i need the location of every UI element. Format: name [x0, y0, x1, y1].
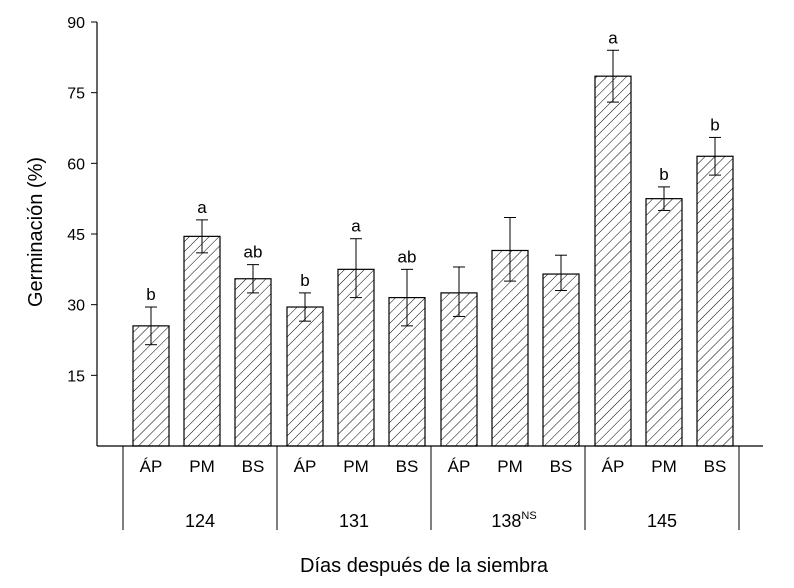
x-group-label: 124: [185, 511, 215, 531]
x-group-label: 138NS: [491, 510, 536, 531]
y-axis: 15 30 45 60 75 90: [67, 15, 98, 446]
significance-letter: a: [351, 217, 361, 236]
y-axis-title: Germinación (%): [25, 157, 47, 307]
y-tick-label: 75: [67, 86, 85, 103]
y-tick-label: 60: [67, 156, 85, 173]
significance-letter: b: [300, 271, 309, 290]
x-group-label: 131: [339, 511, 369, 531]
x-category-label: BS: [704, 457, 727, 476]
x-category-label: BS: [396, 457, 419, 476]
significance-letter: b: [146, 285, 155, 304]
y-tick-label: 30: [67, 298, 85, 315]
x-group-label: 145: [647, 511, 677, 531]
y-tick-label: 15: [67, 368, 85, 385]
x-group-label-text: 131: [339, 511, 369, 531]
x-category-label: PM: [497, 457, 523, 476]
x-group-label-text: 138: [491, 511, 521, 531]
bar: [696, 155, 734, 447]
y-tick-label: 45: [67, 227, 85, 244]
bar: [337, 268, 375, 447]
x-group-label-superscript: NS: [521, 510, 536, 522]
x-category-label: PM: [343, 457, 369, 476]
x-category-label: ÁP: [602, 457, 625, 476]
bar: [183, 235, 221, 447]
bar: [440, 292, 478, 447]
x-group-label-text: 124: [185, 511, 215, 531]
bar: [491, 249, 529, 447]
x-axis-title: Días después de la siembra: [300, 555, 549, 577]
bar: [594, 75, 632, 447]
bar: [645, 198, 683, 447]
significance-letter: b: [659, 165, 668, 184]
significance-letter: a: [197, 198, 207, 217]
bar: [286, 306, 324, 447]
x-category-label: BS: [550, 457, 573, 476]
significance-letter: ab: [244, 243, 263, 262]
x-category-label: ÁP: [448, 457, 471, 476]
significance-letter: ab: [398, 247, 417, 266]
x-category-label: PM: [189, 457, 215, 476]
significance-letter: b: [710, 115, 719, 134]
x-axis: ÁP PM BS 124 ÁP PM BS 131 ÁP PM BS 138NS ÁP PM BS 145: [97, 445, 763, 531]
x-category-label: ÁP: [140, 457, 163, 476]
x-category-label: PM: [651, 457, 677, 476]
x-category-label: ÁP: [294, 457, 317, 476]
y-tick-label: 90: [67, 15, 85, 32]
x-group-label-text: 145: [647, 511, 677, 531]
x-category-label: BS: [242, 457, 265, 476]
significance-letter: a: [608, 28, 618, 47]
bar: [542, 273, 580, 447]
bar: [234, 278, 272, 447]
